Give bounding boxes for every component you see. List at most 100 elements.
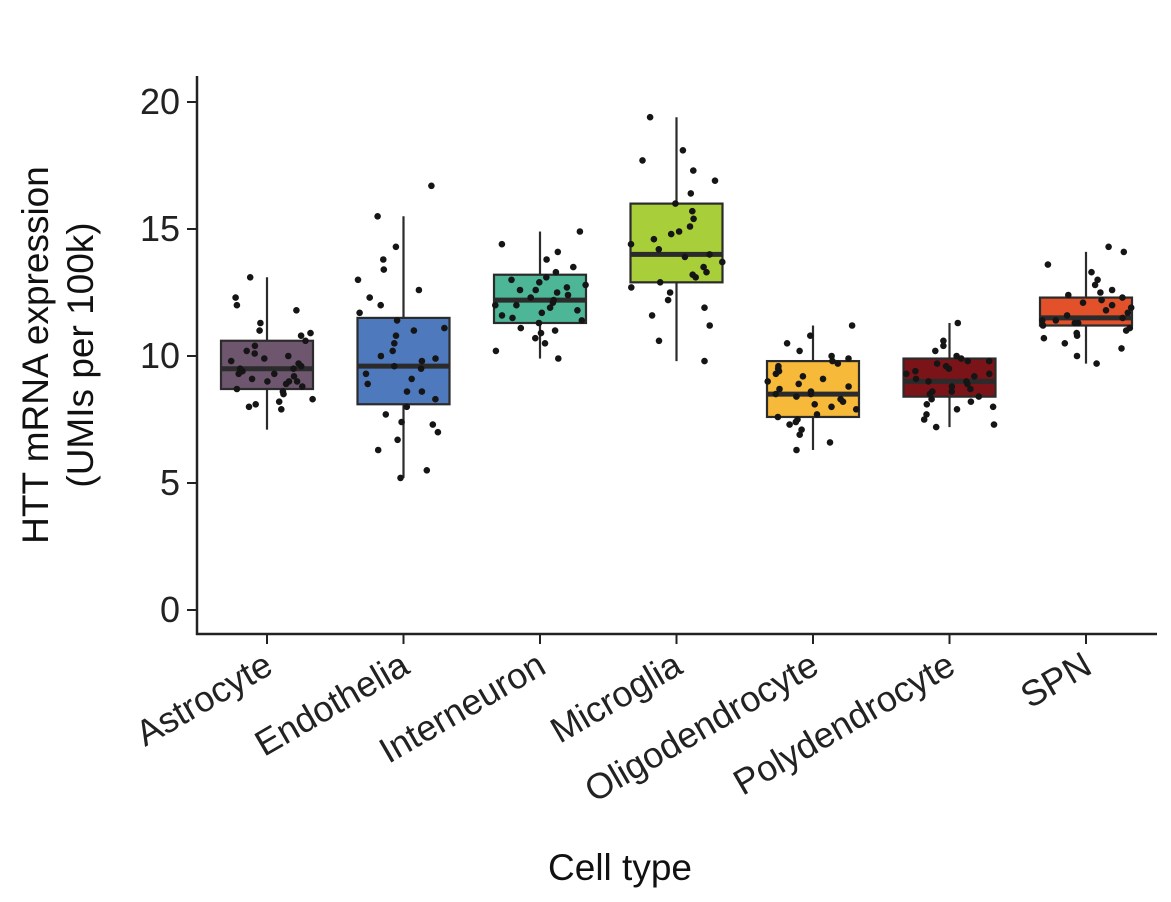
data-point bbox=[948, 383, 956, 390]
data-point bbox=[279, 388, 287, 395]
data-point bbox=[391, 362, 398, 370]
data-point bbox=[382, 411, 390, 418]
data-point bbox=[552, 268, 560, 276]
data-point bbox=[509, 314, 516, 322]
data-point bbox=[398, 418, 405, 426]
data-point bbox=[986, 370, 993, 378]
data-point bbox=[679, 147, 687, 154]
data-point bbox=[271, 370, 278, 378]
data-point bbox=[807, 332, 814, 340]
data-point bbox=[929, 388, 936, 395]
data-point bbox=[942, 362, 950, 370]
box-endothelia bbox=[356, 216, 451, 478]
y-ticks: 0 5 10 15 20 bbox=[140, 81, 197, 630]
data-point bbox=[639, 157, 646, 164]
data-point bbox=[1052, 317, 1060, 324]
data-point bbox=[690, 215, 697, 223]
data-point bbox=[532, 334, 539, 342]
data-point bbox=[940, 342, 947, 350]
data-point bbox=[492, 301, 499, 309]
data-point bbox=[852, 406, 860, 413]
data-point bbox=[410, 327, 418, 334]
data-point bbox=[356, 309, 363, 317]
data-point bbox=[689, 207, 696, 215]
data-point bbox=[532, 286, 539, 294]
data-point bbox=[953, 406, 961, 413]
data-point bbox=[667, 230, 675, 238]
y-axis-title: HTT mRNA expression (UMIs per 100k) bbox=[15, 166, 101, 544]
data-point bbox=[377, 301, 385, 309]
data-point bbox=[516, 286, 524, 294]
data-point bbox=[290, 373, 298, 380]
data-point bbox=[429, 421, 437, 428]
data-point bbox=[251, 342, 259, 350]
data-point bbox=[246, 274, 254, 281]
data-point bbox=[681, 253, 689, 261]
data-point bbox=[256, 327, 263, 334]
data-point bbox=[232, 294, 239, 301]
y-axis-title-line1: HTT mRNA expression bbox=[15, 166, 56, 544]
data-point bbox=[408, 375, 416, 383]
data-point bbox=[366, 294, 374, 301]
data-point bbox=[655, 246, 663, 253]
data-point bbox=[1061, 340, 1069, 347]
data-point bbox=[811, 401, 818, 408]
data-point bbox=[1063, 312, 1071, 319]
data-point bbox=[362, 370, 370, 378]
data-point bbox=[793, 446, 800, 454]
y-tick-label: 20 bbox=[140, 81, 180, 122]
data-point bbox=[1119, 294, 1126, 301]
data-point bbox=[543, 256, 550, 263]
data-point bbox=[837, 395, 844, 403]
data-point bbox=[701, 357, 708, 365]
data-point bbox=[664, 296, 672, 304]
y-tick-label: 5 bbox=[160, 462, 180, 503]
data-point bbox=[498, 312, 506, 319]
data-point bbox=[418, 357, 426, 365]
data-point bbox=[285, 378, 293, 385]
data-point bbox=[394, 436, 401, 444]
data-point bbox=[432, 395, 439, 403]
data-point bbox=[848, 322, 856, 329]
data-point bbox=[975, 393, 983, 400]
data-point bbox=[535, 319, 543, 327]
data-point bbox=[923, 411, 930, 418]
data-point bbox=[536, 279, 543, 286]
data-point bbox=[428, 182, 435, 190]
data-point bbox=[655, 337, 663, 345]
data-point bbox=[492, 347, 500, 355]
data-point bbox=[1040, 334, 1048, 342]
data-point bbox=[576, 228, 584, 235]
data-point bbox=[380, 256, 387, 263]
data-point bbox=[570, 263, 577, 271]
data-point bbox=[799, 373, 807, 380]
data-point bbox=[792, 418, 800, 426]
data-point bbox=[251, 350, 258, 357]
data-point bbox=[550, 296, 557, 304]
data-point bbox=[392, 243, 400, 251]
data-point bbox=[1065, 291, 1072, 299]
data-point bbox=[932, 347, 939, 355]
data-point bbox=[432, 355, 439, 362]
data-point bbox=[828, 403, 835, 411]
data-point bbox=[903, 370, 910, 378]
data-point bbox=[434, 428, 442, 436]
data-point bbox=[628, 284, 635, 291]
data-point bbox=[1108, 301, 1116, 309]
data-point bbox=[772, 390, 780, 398]
data-point bbox=[912, 367, 919, 375]
data-point bbox=[775, 362, 782, 370]
data-point bbox=[1079, 299, 1087, 307]
data-point bbox=[498, 240, 506, 248]
data-point bbox=[403, 388, 411, 395]
data-point bbox=[933, 360, 941, 367]
data-point bbox=[1039, 322, 1047, 329]
box-spn bbox=[1038, 251, 1134, 364]
data-point bbox=[290, 365, 297, 373]
y-tick-label: 0 bbox=[160, 589, 180, 630]
data-point bbox=[563, 284, 571, 291]
data-point bbox=[302, 337, 309, 345]
x-tick-label-oligodendrocyte: Oligodendrocyte bbox=[577, 643, 825, 810]
data-point bbox=[627, 240, 635, 248]
